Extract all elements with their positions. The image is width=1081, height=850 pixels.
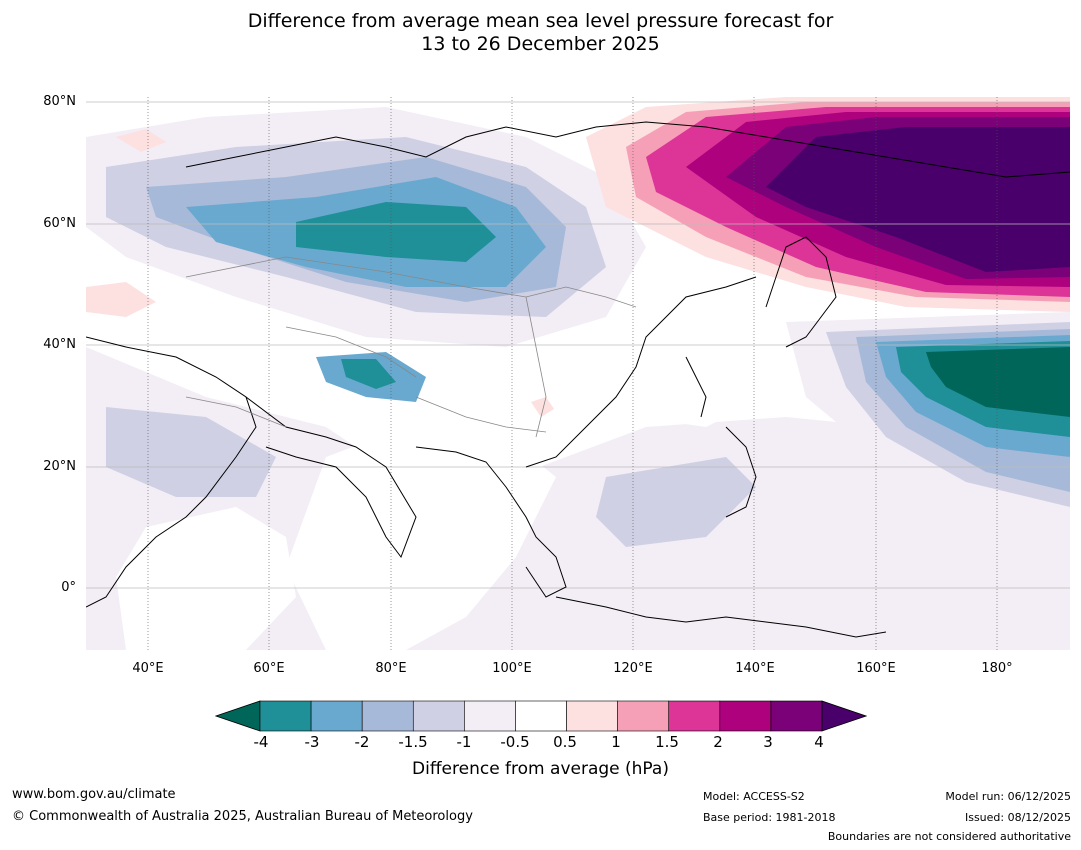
colorbar-segment [464, 700, 516, 732]
map-plot-area [86, 97, 1070, 650]
bom-url-link[interactable]: www.bom.gov.au/climate [12, 787, 176, 802]
lat-label-60n: 60°N [43, 216, 76, 231]
colorbar-extend-high [821, 700, 867, 732]
lat-label-20n: 20°N [43, 459, 76, 474]
lon-label-40e: 40°E [132, 661, 164, 676]
longitude-gridlines [147, 97, 998, 650]
colorbar-tick-label: -3 [304, 733, 320, 751]
colorbar-tick-label: 0.5 [553, 733, 577, 751]
anomaly-region-teal-siberia [296, 202, 496, 262]
colorbar-tick-label: -4 [253, 733, 269, 751]
colorbar-extend-low [215, 700, 261, 732]
anomaly-map-svg [86, 97, 1070, 650]
country-boundaries [185, 256, 637, 438]
issued-date: Issued: 08/12/2025 [964, 811, 1071, 824]
colorbar-segment [617, 700, 670, 732]
colorbar-segment [668, 700, 721, 732]
colorbar-tick-label: -1 [456, 733, 472, 751]
colorbar-tick-label: 2 [713, 733, 723, 751]
anomaly-region-dark-teal-pacific [926, 347, 1070, 417]
anomaly-region-lavender-philippines [596, 457, 756, 547]
anomaly-region-pink-tibet [531, 397, 554, 417]
colorbar-segment [259, 700, 312, 732]
lon-label-160e: 160°E [856, 661, 896, 676]
anomaly-region-pink-black-sea [86, 282, 156, 317]
lat-label-40n: 40°N [43, 337, 76, 352]
colorbar-segment [361, 700, 414, 732]
colorbar-tick-label: -0.5 [500, 733, 530, 751]
lon-label-140e: 140°E [735, 661, 775, 676]
anomaly-region-white-africa [116, 507, 296, 650]
colorbar-segment [515, 700, 567, 732]
colorbar-tick-label: -1.5 [398, 733, 428, 751]
colorbar-tick-label: -2 [354, 733, 370, 751]
colorbar-segment [310, 700, 363, 732]
lat-label-80n: 80°N [43, 94, 76, 109]
colorbar-segment [566, 700, 618, 732]
anomaly-region-lavender-arabia [106, 407, 276, 497]
lat-label-0: 0° [61, 580, 76, 595]
colorbar [215, 700, 867, 732]
lon-label-60e: 60°E [253, 661, 285, 676]
copyright-text: © Commonwealth of Australia 2025, Austra… [12, 809, 473, 824]
lon-label-80e: 80°E [375, 661, 407, 676]
colorbar-segment [719, 700, 772, 732]
model-name: Model: ACCESS-S2 [703, 790, 805, 803]
anomaly-region-pink-europe [116, 129, 166, 152]
anomaly-region-white-india [286, 427, 556, 650]
map-title: Difference from average mean sea level p… [0, 10, 1081, 56]
title-line-2: 13 to 26 December 2025 [421, 33, 660, 55]
base-period: Base period: 1981-2018 [703, 811, 836, 824]
colorbar-title: Difference from average (hPa) [412, 759, 669, 779]
colorbar-tick-label: 1.5 [655, 733, 679, 751]
boundaries-disclaimer: Boundaries are not considered authoritat… [827, 830, 1071, 843]
lon-label-120e: 120°E [613, 661, 653, 676]
title-line-1: Difference from average mean sea level p… [247, 10, 834, 32]
colorbar-tick-label: 3 [763, 733, 773, 751]
coastlines [86, 121, 1070, 638]
anomaly-region-teal-hindu-kush [341, 359, 396, 389]
lon-label-180: 180° [981, 661, 1013, 676]
anomaly-region-dark-purple-arctic [766, 127, 1070, 272]
lon-label-100e: 100°E [492, 661, 532, 676]
latitude-gridlines [86, 101, 1070, 589]
colorbar-segment [412, 700, 465, 732]
colorbar-tick-label: 1 [611, 733, 621, 751]
colorbar-tick-label: 4 [814, 733, 824, 751]
colorbar-segment [770, 700, 823, 732]
model-run-date: Model run: 06/12/2025 [945, 790, 1071, 803]
